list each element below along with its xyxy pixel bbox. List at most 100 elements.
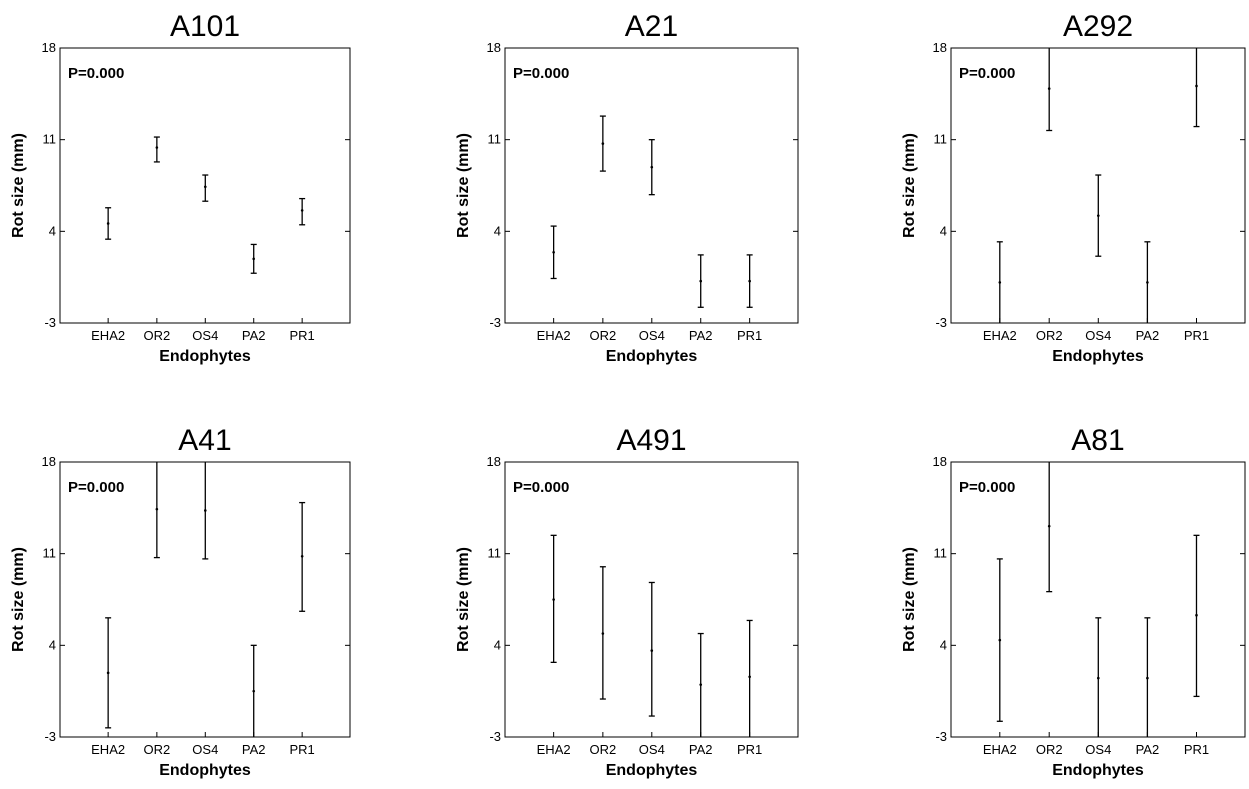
chart-panel-a491: A491 18 11 4 -3 EHA2 OR2 OS4 PA2 PR1 Endophytes Rot…: [455, 424, 799, 779]
y-tick-label: 11: [488, 546, 502, 561]
y-tick-label: 11: [43, 546, 57, 561]
y-axis-label: Rot size (mm): [455, 547, 472, 652]
interval-mean-point: [1195, 613, 1198, 617]
interval-mean-point: [1047, 87, 1051, 90]
chart-panel-a81: A81 18 11 4 -3 EHA2 OR2 OS4 PA2 PR1 Endophytes Rot …: [901, 424, 1246, 779]
y-tick-label: 18: [487, 40, 501, 55]
y-tick-label: 11: [934, 546, 948, 561]
x-axis-label: Endophytes: [606, 762, 698, 779]
interval-mean-point: [203, 509, 207, 512]
interval-mean-point: [650, 649, 654, 652]
interval-mean-point: [106, 671, 110, 675]
y-tick-label: -3: [44, 729, 56, 744]
y-tick-label: -3: [44, 315, 56, 330]
interval-mean-point: [1096, 214, 1100, 217]
x-tick-label: OR2: [1036, 328, 1063, 343]
chart-panel-a41: A41 18 11 4 -3 EHA2 OR2 OS4 PA2 PR1 Endophytes Rot …: [10, 424, 351, 779]
interval-mean-point: [1047, 524, 1051, 528]
x-tick-label: OS4: [1085, 742, 1111, 757]
x-tick-label: PR1: [1184, 328, 1209, 343]
panel-title: A491: [616, 424, 686, 457]
y-tick-label: 4: [494, 223, 501, 238]
y-tick-label: 11: [488, 132, 502, 147]
interval-mean-point: [203, 185, 207, 189]
x-tick-label: OS4: [1085, 328, 1111, 343]
x-tick-label: EHA2: [537, 742, 571, 757]
y-axis-label: Rot size (mm): [901, 133, 918, 238]
y-axis-label: Rot size (mm): [10, 547, 27, 652]
interval-mean-point: [748, 675, 751, 679]
y-tick-label: 4: [940, 637, 947, 652]
interval-mean-point: [998, 281, 1002, 284]
y-tick-label: 4: [49, 637, 56, 652]
panel-title: A81: [1071, 424, 1124, 457]
y-axis-label: Rot size (mm): [455, 133, 472, 238]
p-value-annotation: P=0.000: [959, 479, 1015, 496]
p-value-annotation: P=0.000: [959, 65, 1015, 82]
interval-mean-point: [699, 279, 703, 283]
interval-mean-point: [155, 146, 159, 149]
x-tick-label: PA2: [689, 328, 713, 343]
x-axis-label: Endophytes: [1052, 348, 1144, 365]
interval-mean-point: [252, 257, 256, 261]
y-tick-label: 11: [43, 132, 57, 147]
interval-mean-point: [252, 689, 256, 693]
interval-mean-point: [300, 554, 304, 558]
interval-mean-point: [552, 598, 555, 601]
x-tick-label: OR2: [589, 328, 616, 343]
x-tick-label: OR2: [1036, 742, 1063, 757]
y-tick-label: 11: [934, 132, 948, 147]
x-axis-label: Endophytes: [159, 348, 251, 365]
y-tick-label: 18: [42, 40, 56, 55]
interval-mean-point: [300, 209, 304, 212]
panel-title: A101: [170, 10, 240, 43]
y-tick-label: -3: [489, 315, 501, 330]
chart-panel-a21: A21 18 11 4 -3 EHA2 OR2 OS4 PA2 PR1 Endophytes Rot …: [455, 10, 799, 365]
interval-mean-point: [748, 279, 751, 283]
interval-mean-point: [1146, 281, 1149, 284]
interval-mean-point: [699, 683, 703, 686]
interval-mean-point: [1146, 676, 1149, 680]
p-value-annotation: P=0.000: [513, 479, 569, 496]
y-axis-label: Rot size (mm): [10, 133, 27, 238]
y-tick-label: 4: [940, 223, 947, 238]
y-tick-label: 18: [933, 40, 947, 55]
interval-mean-point: [1195, 84, 1198, 88]
y-tick-label: -3: [489, 729, 501, 744]
interval-mean-point: [998, 638, 1002, 642]
interval-mean-point: [1096, 676, 1100, 680]
y-tick-label: 4: [49, 223, 56, 238]
interval-mean-point: [601, 632, 605, 635]
interval-mean-point: [155, 507, 159, 511]
x-tick-label: OR2: [589, 742, 616, 757]
p-value-annotation: P=0.000: [68, 65, 124, 82]
interval-mean-point: [601, 142, 605, 145]
x-tick-label: EHA2: [537, 328, 571, 343]
y-tick-label: -3: [935, 315, 947, 330]
interval-mean-point: [650, 165, 654, 169]
y-tick-label: 18: [487, 454, 501, 469]
y-tick-label: 4: [494, 637, 501, 652]
x-tick-label: OS4: [192, 742, 218, 757]
x-tick-label: PA2: [1136, 328, 1160, 343]
chart-panel-a101: A101 18 11 4 -3 EHA2 OR2 OS4 PA2 PR1 Endophytes Rot…: [10, 10, 351, 365]
x-tick-label: PA2: [1136, 742, 1160, 757]
x-tick-label: OS4: [192, 328, 218, 343]
x-tick-label: EHA2: [983, 328, 1017, 343]
x-tick-label: PA2: [242, 742, 266, 757]
y-tick-label: -3: [935, 729, 947, 744]
p-value-annotation: P=0.000: [513, 65, 569, 82]
y-tick-label: 18: [933, 454, 947, 469]
chart-panel-a292: A292 18 11 4 -3 EHA2 OR2 OS4 PA2 PR1 Endophytes Rot…: [901, 10, 1246, 365]
x-axis-label: Endophytes: [159, 762, 251, 779]
x-tick-label: EHA2: [91, 328, 125, 343]
x-tick-label: PR1: [1184, 742, 1209, 757]
x-tick-label: EHA2: [983, 742, 1017, 757]
x-tick-label: PR1: [737, 328, 762, 343]
panel-title: A292: [1063, 10, 1133, 43]
x-tick-label: OS4: [639, 328, 665, 343]
x-axis-label: Endophytes: [606, 348, 698, 365]
x-tick-label: OR2: [143, 328, 170, 343]
y-axis-label: Rot size (mm): [901, 547, 918, 652]
